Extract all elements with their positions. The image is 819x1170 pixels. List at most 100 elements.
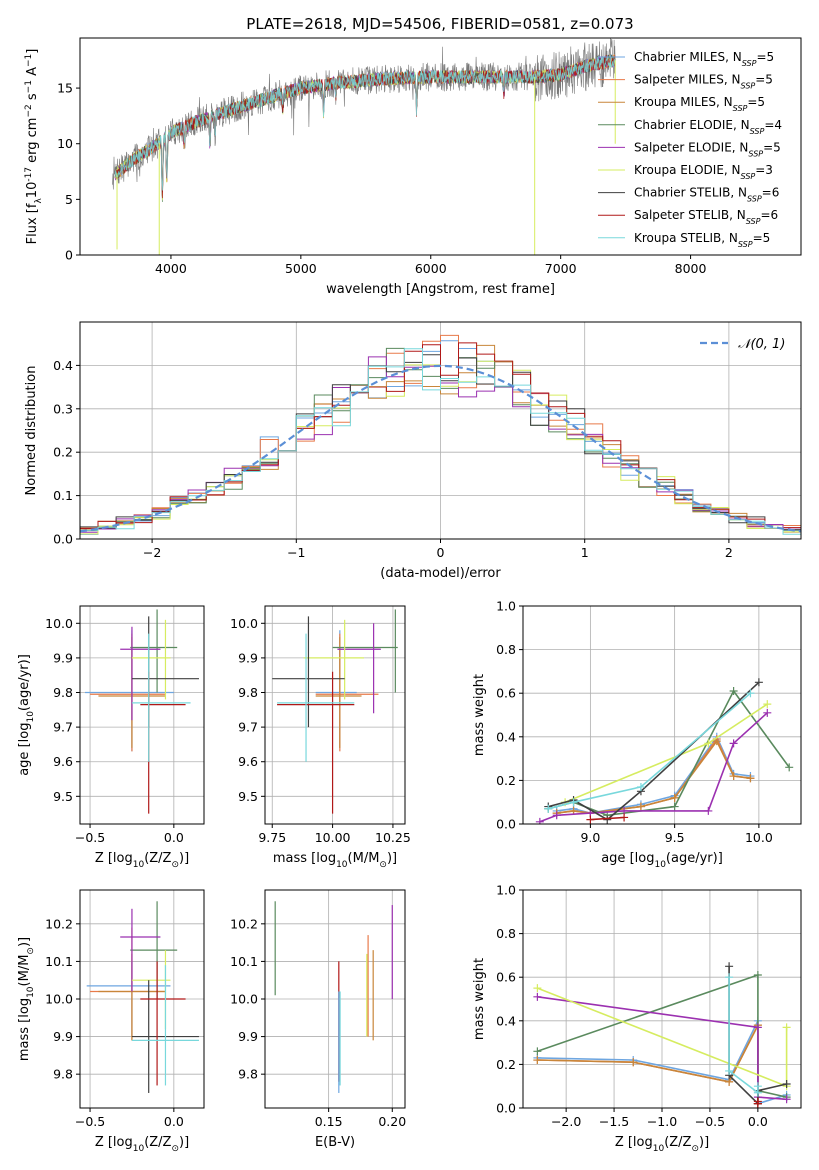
axes-frame <box>522 889 802 1109</box>
errorbar-kroupa-elodie <box>303 619 364 700</box>
data-point <box>729 687 738 696</box>
y-tick-label: 9.9 <box>238 650 258 665</box>
y-tick-label: 9.6 <box>238 754 258 769</box>
series-line <box>564 703 768 803</box>
x-tick-label: 7000 <box>545 261 577 276</box>
legend-entry: Chabrier ELODIE, NSSP=4 <box>634 118 782 136</box>
series-salpeter-elodie <box>535 708 772 824</box>
y-tick-label: 0.4 <box>496 729 516 744</box>
y-tick-label: 0.1 <box>53 488 73 503</box>
data-point <box>746 774 755 783</box>
x-tick-label: −2.0 <box>551 1114 581 1129</box>
data-point <box>636 802 645 811</box>
x-tick-label: −0.5 <box>75 830 105 845</box>
data-point <box>746 689 755 698</box>
data-point <box>753 971 762 980</box>
x-axis-label: (data-model)/error <box>380 566 501 581</box>
gaussian-curve <box>80 364 801 533</box>
y-tick-label: 9.6 <box>53 754 73 769</box>
x-tick-label: 0.0 <box>164 1114 184 1129</box>
data-point <box>535 817 544 824</box>
plot-area <box>533 962 791 1108</box>
plot-area <box>80 334 801 535</box>
panel-weight-vs-age: 9.0 9.5 10.0 0.0 0.2 0.4 0.6 0.8 1.0 age [log10(a… <box>472 599 802 870</box>
series-salpeter-stelib <box>753 1097 762 1108</box>
y-tick-label: 10.1 <box>230 954 258 969</box>
y-tick-label: 0.0 <box>496 817 516 832</box>
errorbar-kroupa-elodie <box>131 619 171 700</box>
y-tick-label: 10.0 <box>230 616 258 631</box>
y-tick-label: 9.5 <box>238 789 258 804</box>
data-point <box>603 815 612 824</box>
data-point <box>782 1080 791 1089</box>
y-tick-label: 0.6 <box>496 686 516 701</box>
panel-residuals: −2 −1 0 1 2 0.0 0.1 0.2 0.3 0.4 𝒩(0, 1) (data-model… <box>24 321 802 581</box>
legend-entry: Kroupa STELIB, NSSP=5 <box>634 231 770 249</box>
data-point <box>704 739 713 748</box>
data-point <box>782 1095 791 1104</box>
data-point <box>670 802 679 811</box>
plot-area <box>272 609 398 814</box>
y-tick-label: 10.0 <box>230 992 258 1007</box>
figure-title: PLATE=2618, MJD=54506, FIBERID=0581, z=0… <box>246 15 633 33</box>
errorbar-kroupa-elodie <box>131 950 171 1030</box>
x-tick-label: 6000 <box>415 261 447 276</box>
errorbar-salpeter-stelib <box>277 671 355 814</box>
legend-entry: Salpeter MILES, NSSP=5 <box>634 73 773 91</box>
plot-area <box>85 609 199 814</box>
series-kroupa-stelib <box>725 973 762 1097</box>
y-axis-label: Flux [fλ10-17 erg cm−2 s−1 A−1] <box>24 49 44 245</box>
y-tick-label: 0.0 <box>496 1101 516 1116</box>
x-tick-label: 0.20 <box>378 1114 406 1129</box>
histogram-salpeter-stelib <box>80 342 801 529</box>
data-point <box>753 1023 762 1032</box>
model-spectrum-kroupa-stelib <box>114 54 616 191</box>
x-tick-label: 4000 <box>155 261 187 276</box>
errorbar-kroupa-miles <box>315 637 362 748</box>
y-tick-label: 0.8 <box>496 926 516 941</box>
y-tick-label: 0.8 <box>496 642 516 657</box>
panel-weight-vs-z: −2.0 −1.5 −1.0 −0.5 0.0 0.0 0.2 0.4 0.6 0.8 1.0 Z [… <box>472 883 802 1154</box>
errorbar-chabrier-stelib <box>272 616 345 728</box>
y-tick-label: 9.7 <box>238 720 258 735</box>
errorbar-chabrier-elodie <box>130 901 178 999</box>
x-tick-label: −0.5 <box>75 1114 105 1129</box>
x-tick-label: 0.0 <box>164 830 184 845</box>
data-point <box>552 811 561 820</box>
y-tick-label: 0.4 <box>53 358 73 373</box>
x-tick-label: −1.5 <box>599 1114 629 1129</box>
series-salpeter-stelib <box>586 813 629 824</box>
y-tick-label: 10.2 <box>45 916 73 931</box>
axes-frame <box>79 37 802 256</box>
y-tick-label: 0 <box>65 248 73 263</box>
errorbar-salpeter-elodie <box>120 908 161 992</box>
x-tick-label: 0.15 <box>315 1114 343 1129</box>
y-tick-label: 9.9 <box>238 1029 258 1044</box>
data-point <box>533 1047 542 1056</box>
y-tick-label: 9.8 <box>238 685 258 700</box>
legend-entry: Kroupa MILES, NSSP=5 <box>634 95 765 113</box>
data-point <box>725 973 734 982</box>
data-point <box>670 793 679 802</box>
x-tick-label: 8000 <box>675 261 707 276</box>
series-kroupa-elodie <box>561 700 772 807</box>
x-axis-label: E(B-V) <box>315 1135 355 1150</box>
panel-mass-vs-z: −0.5 0.0 9.8 9.9 10.0 10.1 10.2 Z [log10(Z/Z⊙)]… <box>17 889 205 1154</box>
series-line <box>548 692 752 810</box>
data-point <box>754 678 763 687</box>
data-point <box>569 798 578 807</box>
y-tick-label: 10.0 <box>45 992 73 1007</box>
x-tick-label: 9.75 <box>258 830 286 845</box>
y-axis-label: Normed distribution <box>24 366 39 496</box>
x-axis-label: age [log10(age/yr)] <box>601 851 723 870</box>
series-line <box>537 1020 787 1105</box>
errorbar-chabrier-miles <box>85 630 174 752</box>
x-tick-label: 0.0 <box>748 1114 768 1129</box>
x-axis-label: mass [log10(M/M⊙)] <box>273 851 397 870</box>
x-tick-label: −0.5 <box>695 1114 725 1129</box>
data-point <box>533 992 542 1001</box>
y-tick-label: 0.2 <box>496 1057 516 1072</box>
y-tick-label: 15 <box>57 81 73 96</box>
y-tick-label: 10.1 <box>45 954 73 969</box>
